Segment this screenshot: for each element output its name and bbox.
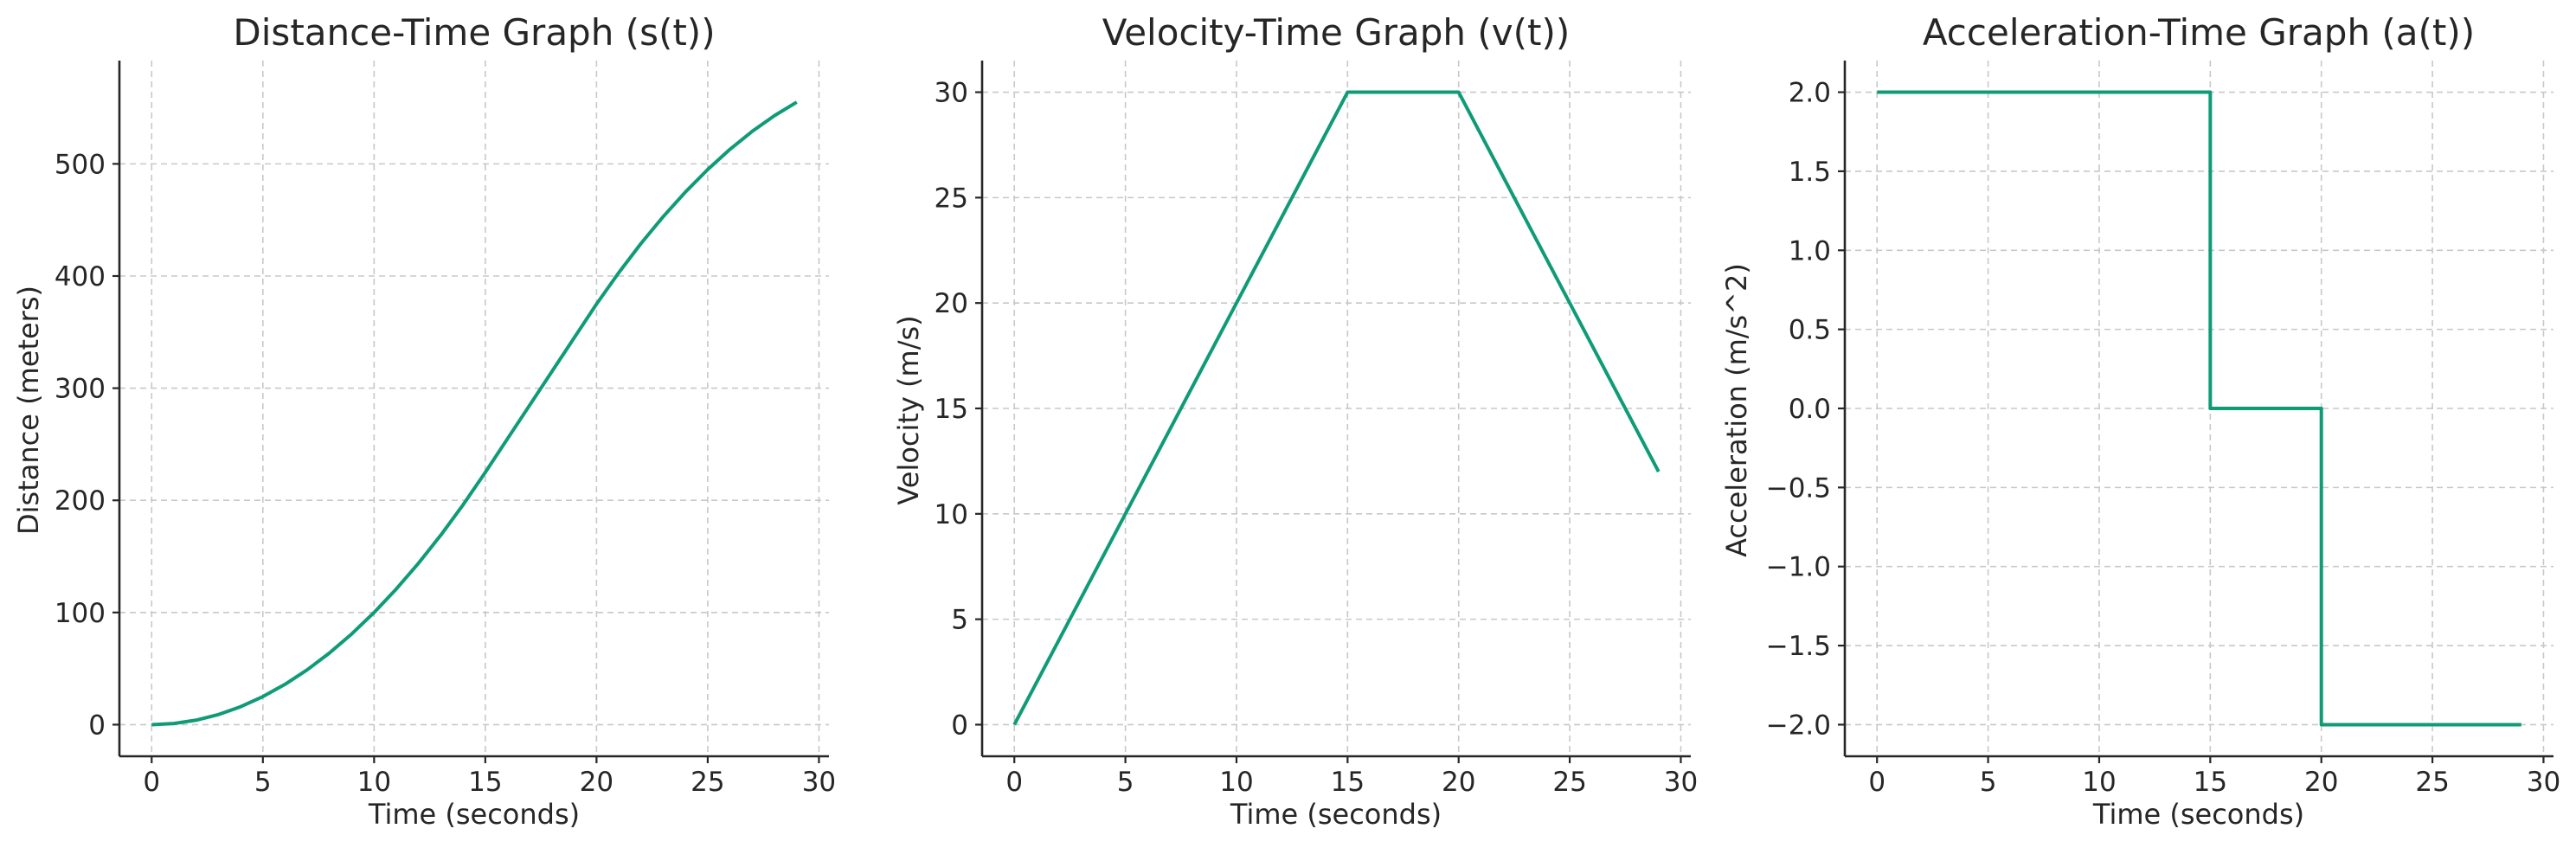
y-tick-label: −0.5 [1766, 472, 1831, 504]
y-tick-label: 5 [951, 605, 968, 636]
y-tick-label: 0 [88, 710, 106, 741]
chart-title: Distance-Time Graph (s(t)) [233, 11, 715, 54]
series-line [151, 100, 798, 727]
series-line [1877, 90, 2521, 727]
y-tick-label: 500 [55, 149, 106, 180]
x-tick-label: 25 [2415, 767, 2449, 798]
x-tick-label: 5 [1980, 767, 1997, 798]
panel-distance-time: Distance-Time Graph (s(t)) Time (seconds… [12, 11, 836, 831]
x-tick-label: 30 [1664, 767, 1698, 798]
x-tick-label: 20 [2304, 767, 2338, 798]
y-tick-label: 15 [935, 394, 968, 425]
y-tick-label: 10 [935, 499, 968, 530]
y-tick-label: 300 [55, 374, 106, 405]
x-tick-label: 10 [1219, 767, 1253, 798]
y-axis-label: Distance (meters) [12, 286, 45, 535]
y-tick-label: 100 [55, 598, 106, 629]
y-tick-label: −2.0 [1766, 710, 1831, 741]
chart-title: Velocity-Time Graph (v(t)) [1102, 11, 1571, 54]
y-tick-label: 0 [951, 710, 968, 741]
x-tick-label: 25 [691, 767, 724, 798]
panel-acceleration-time: Acceleration-Time Graph (a(t)) Time (sec… [1720, 11, 2560, 831]
x-tick-label: 20 [1442, 767, 1475, 798]
x-tick-label: 30 [802, 767, 836, 798]
y-tick-label: 20 [935, 288, 968, 319]
y-tick-label: −1.5 [1766, 631, 1831, 662]
y-axis-label: Velocity (m/s) [892, 315, 925, 504]
x-axis-label: Time (seconds) [2092, 798, 2304, 831]
y-tick-label: 1.0 [1789, 235, 1831, 267]
y-axis-label: Acceleration (m/s^2) [1720, 263, 1753, 557]
y-tick-label: 25 [935, 183, 968, 214]
y-tick-label: 1.5 [1789, 157, 1831, 188]
y-tick-label: 0.0 [1789, 394, 1831, 425]
x-tick-label: 25 [1552, 767, 1586, 798]
x-tick-label: 5 [1117, 767, 1134, 798]
x-axis-label: Time (seconds) [1230, 798, 1442, 831]
chart-title: Acceleration-Time Graph (a(t)) [1923, 11, 2475, 54]
x-tick-label: 0 [143, 767, 160, 798]
x-tick-label: 0 [1005, 767, 1023, 798]
x-tick-label: 5 [254, 767, 272, 798]
y-tick-label: −1.0 [1766, 552, 1831, 583]
x-tick-label: 15 [1331, 767, 1365, 798]
x-tick-label: 10 [357, 767, 391, 798]
x-tick-label: 0 [1868, 767, 1885, 798]
y-tick-label: 2.0 [1789, 78, 1831, 109]
x-tick-label: 10 [2082, 767, 2116, 798]
y-tick-label: 400 [55, 261, 106, 292]
x-tick-label: 30 [2527, 767, 2560, 798]
x-tick-label: 15 [468, 767, 502, 798]
series-line [1012, 90, 1661, 726]
panel-velocity-time: Velocity-Time Graph (v(t)) Time (seconds… [892, 11, 1698, 831]
x-axis-label: Time (seconds) [368, 798, 580, 831]
y-tick-label: 0.5 [1789, 315, 1831, 346]
y-tick-label: 30 [935, 78, 968, 109]
x-tick-label: 20 [580, 767, 613, 798]
x-tick-label: 15 [2194, 767, 2227, 798]
y-tick-label: 200 [55, 485, 106, 517]
